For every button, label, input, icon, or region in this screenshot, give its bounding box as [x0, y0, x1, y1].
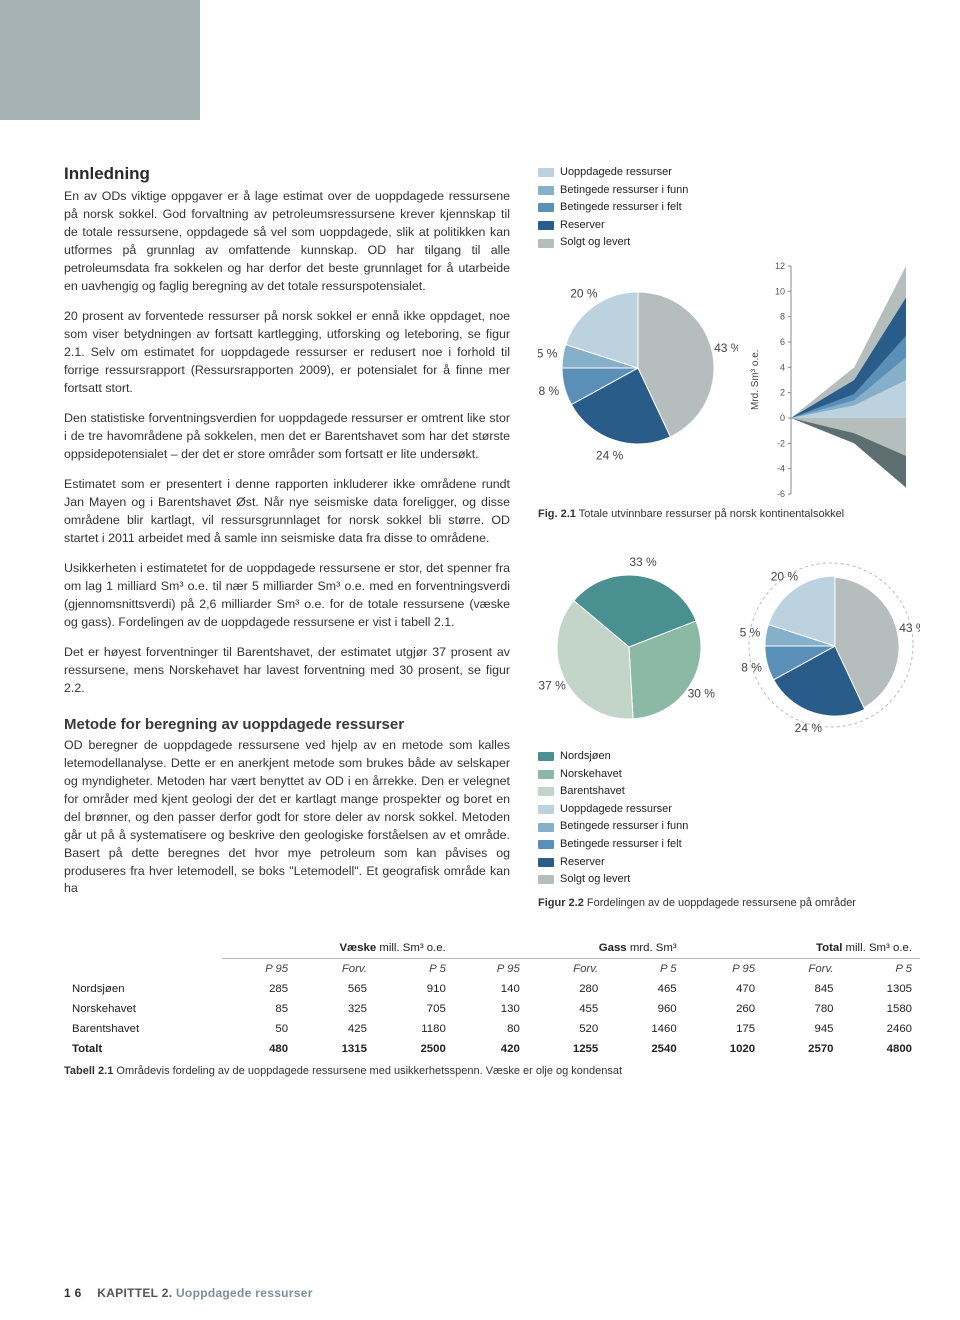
- fig1-legend: Uoppdagede ressurserBetingede ressurser …: [538, 164, 920, 252]
- fig2-pies: 33 % 30 % 37 % 43 % 24 % 8 % 5 % 20 %: [538, 556, 920, 738]
- text-column: Innledning En av ODs viktige oppgaver er…: [64, 164, 510, 910]
- svg-text:-6: -6: [777, 489, 785, 499]
- heading-innledning: Innledning: [64, 164, 510, 184]
- svg-text:2: 2: [780, 388, 785, 398]
- heading-metode: Metode for beregning av uoppdagede ressu…: [64, 716, 510, 733]
- svg-text:-4: -4: [777, 464, 785, 474]
- top-placeholder-box: [0, 0, 200, 120]
- svg-text:43 %: 43 %: [899, 621, 920, 635]
- svg-text:24 %: 24 %: [596, 448, 624, 460]
- svg-text:20 %: 20 %: [570, 287, 598, 301]
- area-ylabel: Mrd. Sm³ o.e.: [750, 260, 761, 500]
- para-1: En av ODs viktige oppgaver er å lage est…: [64, 188, 510, 296]
- para-6: Det er høyest forventninger til Barentsh…: [64, 644, 510, 698]
- page-footer: 1 6 KAPITTEL 2. Uoppdagede ressurser: [64, 1286, 313, 1300]
- svg-text:5 %: 5 %: [538, 347, 558, 361]
- svg-text:8 %: 8 %: [741, 660, 762, 674]
- svg-text:8: 8: [780, 312, 785, 322]
- fig2-legend: NordsjøenNorskehavetBarentshavetUoppdage…: [538, 748, 920, 889]
- chapter-title: Uoppdagede ressurser: [176, 1286, 313, 1300]
- svg-text:5 %: 5 %: [740, 626, 761, 640]
- svg-text:12: 12: [775, 261, 785, 271]
- fig1-area-chart: Mrd. Sm³ o.e. 12 10 8 6 4 2 0 -2 -4 -6: [750, 260, 910, 500]
- svg-text:0: 0: [780, 413, 785, 423]
- svg-text:24 %: 24 %: [795, 721, 823, 735]
- svg-text:33 %: 33 %: [629, 556, 657, 569]
- svg-text:37 %: 37 %: [538, 678, 566, 692]
- svg-text:43 %: 43 %: [714, 341, 738, 355]
- chapter-label: KAPITTEL 2.: [97, 1286, 172, 1300]
- figure-column: Uoppdagede ressurserBetingede ressurser …: [538, 164, 920, 910]
- para-5: Usikkerheten i estimatetet for de uoppda…: [64, 560, 510, 632]
- para-4: Estimatet som er presentert i denne rapp…: [64, 476, 510, 548]
- fig1-pie: 43 % 24 % 8 % 5 % 20 %: [538, 260, 738, 460]
- para-metode: OD beregner de uoppdagede ressursene ved…: [64, 737, 510, 899]
- fig2-caption: Figur 2.2 Fordelingen av de uoppdagede r…: [538, 897, 920, 909]
- svg-text:-2: -2: [777, 438, 785, 448]
- page-number: 1 6: [64, 1286, 82, 1300]
- svg-text:10: 10: [775, 286, 785, 296]
- table-caption: Tabell 2.1 Områdevis fordeling av de uop…: [64, 1065, 920, 1077]
- fig1-caption: Fig. 2.1 Totale utvinnbare ressurser på …: [538, 508, 920, 520]
- para-3: Den statistiske forventningsverdien for …: [64, 410, 510, 464]
- svg-text:4: 4: [780, 362, 785, 372]
- svg-text:30 %: 30 %: [688, 687, 716, 701]
- table-2-1: Væske mill. Sm³ o.e.Gass mrd. Sm³Total m…: [64, 938, 920, 1059]
- svg-text:20 %: 20 %: [771, 569, 799, 583]
- svg-text:6: 6: [780, 337, 785, 347]
- fig2-pie-left: 33 % 30 % 37 %: [538, 556, 720, 738]
- para-2: 20 prosent av forventede ressurser på no…: [64, 308, 510, 398]
- svg-text:8 %: 8 %: [539, 384, 560, 398]
- fig2-pie-right: 43 % 24 % 8 % 5 % 20 %: [738, 556, 920, 738]
